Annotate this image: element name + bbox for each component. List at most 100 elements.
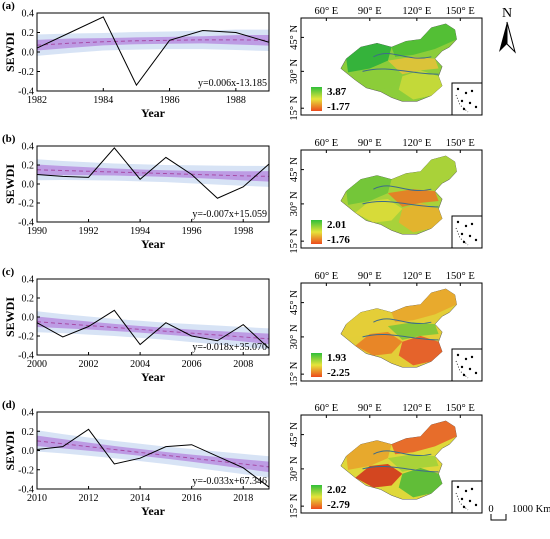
y-tick-label: -0.4 (18, 351, 34, 362)
inset-island (456, 220, 460, 224)
map-zone (355, 332, 403, 356)
confidence-band-inner (37, 34, 269, 51)
map-zone (391, 420, 457, 455)
longitude-tick-label: 150° E (446, 403, 475, 414)
y-tick-label: 0.2 (22, 28, 35, 39)
legend-max: 3.87 (327, 86, 347, 98)
inset-island (460, 99, 464, 103)
river-yellow (373, 53, 432, 59)
river-yangtze (362, 201, 439, 208)
y-tick-label: -0.4 (18, 218, 34, 229)
y-axis-label: SEWDI (3, 297, 17, 337)
data-series-line (36, 428, 270, 488)
inset-island (468, 101, 472, 105)
chart-1: -0.4 -0.2 0.0 0.2 0.4 1982 1984 1986 1988 Year SEW… (2, 0, 270, 120)
latitude-tick-label: 30° N (289, 191, 300, 216)
scale-bar: 0 1000 Km (488, 504, 550, 521)
x-axis-label: Year (141, 370, 166, 384)
y-tick-label: 0.2 (22, 294, 35, 305)
y-tick-label: -0.2 (18, 67, 34, 78)
map-zone (391, 288, 457, 323)
colorbar (311, 220, 322, 244)
y-tick-label: 0.4 (22, 408, 35, 419)
x-tick-label: 2004 (130, 359, 150, 370)
y-tick-label: 0.0 (22, 313, 35, 324)
inset-box (451, 348, 483, 382)
legend-max: 1.93 (327, 352, 347, 364)
y-tick-label: -0.2 (18, 199, 34, 210)
map-zone (387, 56, 439, 75)
legend-min: -1.76 (327, 234, 350, 246)
river-yangtze (362, 68, 439, 75)
latitude-tick-label: 15° N (289, 361, 300, 386)
panel-label: (a) (2, 0, 15, 12)
y-tick-label: 0.2 (22, 427, 35, 438)
scale-bar-label: 1000 Km (512, 504, 550, 515)
inset-box (451, 480, 483, 514)
x-tick-label: 1996 (182, 226, 202, 237)
x-tick-label: 2002 (79, 359, 99, 370)
inset-island (460, 232, 464, 236)
inset-box (451, 82, 483, 116)
inset-island (468, 234, 472, 238)
regression-equation: y=0.006x-13.185 (198, 78, 267, 89)
scale-bar-line (490, 514, 507, 521)
map-1: 3.87 -1.77 60° E 90° E 120° E 150° E 45° N 30° … (289, 6, 483, 121)
longitude-tick-label: 150° E (446, 6, 475, 17)
river-yellow (373, 185, 432, 191)
river-yangtze (362, 466, 439, 473)
chart-2: -0.4 -0.2 0.0 0.2 0.4 1990 1992 1994 1996 1998 Yea… (2, 133, 270, 251)
confidence-band-inner (37, 164, 269, 182)
confidence-band-inner (37, 435, 269, 473)
longitude-tick-label: 120° E (402, 271, 431, 282)
x-tick-label: 2016 (182, 493, 202, 504)
north-arrow: N (499, 6, 516, 54)
map-zone (387, 189, 439, 207)
y-axis-label: SEWDI (3, 164, 17, 204)
x-tick-label: 1992 (79, 226, 99, 237)
x-axis-label: Year (141, 237, 166, 251)
x-tick-label: 1990 (27, 226, 47, 237)
x-tick-label: 1986 (160, 95, 180, 106)
map-zone (355, 199, 403, 223)
y-tick-label: 0.0 (22, 446, 35, 457)
longitude-tick-label: 60° E (314, 6, 338, 17)
inset-dash-line (455, 94, 469, 113)
map-zone (398, 70, 443, 100)
latitude-tick-label: 30° N (289, 58, 300, 83)
longitude-tick-label: 90° E (358, 403, 382, 414)
y-tick-label: -0.4 (18, 87, 34, 98)
data-series-line (36, 147, 270, 199)
north-arrow-label: N (502, 6, 512, 21)
north-arrow-icon (499, 22, 507, 52)
y-axis-label: SEWDI (3, 430, 17, 470)
longitude-tick-label: 150° E (446, 271, 475, 282)
inset-island (470, 355, 474, 359)
inset-island (474, 503, 478, 507)
y-tick-label: 0.0 (22, 48, 35, 59)
latitude-tick-label: 45° N (289, 157, 300, 182)
regression-equation: y=-0.033x+67.346 (192, 476, 267, 487)
inset-island (470, 89, 474, 93)
inset-island (474, 371, 478, 375)
map-zone (391, 155, 457, 190)
inset-dash-line (455, 492, 469, 511)
latitude-tick-label: 30° N (289, 456, 300, 481)
x-tick-label: 2012 (79, 493, 99, 504)
longitude-tick-label: 120° E (402, 6, 431, 17)
y-tick-label: -0.2 (18, 465, 34, 476)
map-zone (398, 335, 443, 366)
chart-3: -0.4 -0.2 0.0 0.2 0.4 2000 2002 2004 2006 2008 Yea… (2, 266, 270, 384)
map-zone (355, 66, 403, 90)
inset-dash-line (455, 227, 469, 246)
inset-island (464, 489, 468, 493)
chart-4: -0.4 -0.2 0.0 0.2 0.4 2010 2012 2014 2016 2018 Yea… (2, 399, 270, 518)
inset-island (464, 357, 468, 361)
inset-island (456, 87, 460, 91)
x-axis-label: Year (141, 106, 166, 120)
inset-island (468, 367, 472, 371)
line-charts: -0.4 -0.2 0.0 0.2 0.4 1982 1984 1986 1988 Year SEW… (2, 0, 270, 518)
inset-dash-line (455, 360, 469, 379)
inset-island (470, 222, 474, 226)
